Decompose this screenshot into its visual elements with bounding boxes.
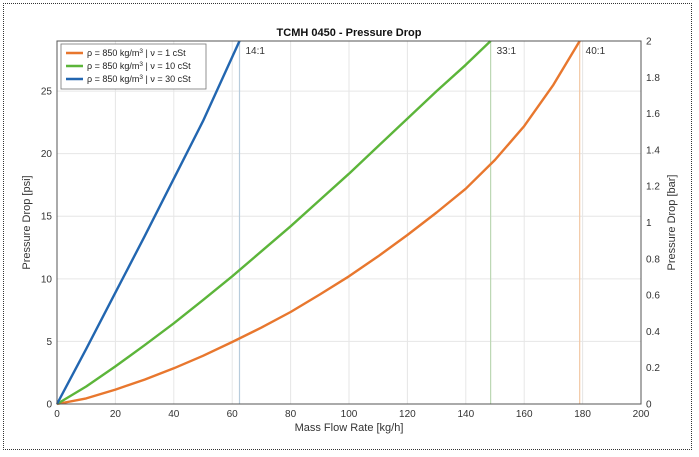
x-tick-label: 100: [341, 409, 358, 420]
ratio-label: 40:1: [586, 46, 606, 57]
y2-tick-label: 1: [646, 218, 652, 229]
chart-title: TCMH 0450 - Pressure Drop: [277, 27, 422, 39]
y2-tick-label: 0.4: [646, 327, 660, 338]
x-tick-label: 80: [285, 409, 297, 420]
x-tick-label: 60: [227, 409, 239, 420]
y-tick-label: 0: [46, 400, 52, 411]
series-line: [55, 40, 241, 405]
y-tick-label: 5: [46, 337, 52, 348]
x-tick-label: 20: [110, 409, 122, 420]
y-tick-label: 10: [41, 274, 53, 285]
x-tick-label: 0: [54, 409, 60, 420]
x-tick-label: 200: [633, 409, 650, 420]
legend: ρ = 850 kg/m3 | ν = 1 cSt ρ = 850 kg/m3 |…: [60, 43, 207, 90]
y-tick-label: 25: [41, 87, 53, 98]
y2-tick-label: 1.6: [646, 109, 660, 120]
legend-box: [60, 43, 207, 90]
grid-lines: [56, 41, 642, 405]
y-tick-label: 15: [41, 212, 53, 223]
y-axis-label: Pressure Drop [psi]: [21, 175, 33, 269]
y2-tick-label: 0.8: [646, 254, 660, 265]
y2-tick-label: 1.8: [646, 73, 660, 84]
y2-axis-label: Pressure Drop [bar]: [666, 175, 678, 271]
x-tick-label: 40: [168, 409, 180, 420]
ratio-label: 14:1: [246, 46, 266, 57]
y2-tick-label: 2: [646, 37, 652, 48]
x-tick-label: 160: [516, 409, 533, 420]
y2-tick-label: 0.2: [646, 363, 660, 374]
series-line: [56, 40, 581, 406]
y2-tick-label: 0: [646, 400, 652, 411]
y-tick-labels: 0 5 10 15 20 25: [41, 87, 53, 411]
ratio-label: 33:1: [497, 46, 517, 57]
series-line: [56, 40, 492, 406]
y2-tick-label: 1.4: [646, 145, 660, 156]
plot-area: [56, 40, 642, 405]
series-lines: [55, 40, 581, 406]
y-tick-label: 20: [41, 149, 53, 160]
legend-entry: ρ = 850 kg/m3 | ν = 30 cSt: [87, 74, 191, 84]
legend-entry: ρ = 850 kg/m3 | ν = 1 cSt: [87, 48, 186, 58]
y2-tick-labels: 0 0.2 0.4 0.6 0.8 1 1.2 1.4 1.6 1.8 2: [646, 37, 660, 411]
x-axis-label: Mass Flow Rate [kg/h]: [295, 422, 404, 434]
x-tick-label: 180: [574, 409, 591, 420]
x-tick-label: 140: [457, 409, 474, 420]
y2-tick-label: 0.6: [646, 291, 660, 302]
x-tick-label: 120: [399, 409, 416, 420]
x-tick-labels: 0 20 40 60 80 100 120 140 160 180 200: [54, 409, 650, 420]
ratio-lines: 14:1 33:1 40:1: [238, 41, 606, 404]
legend-entry: ρ = 850 kg/m3 | ν = 10 cSt: [87, 61, 191, 71]
y2-tick-label: 1.2: [646, 182, 660, 193]
